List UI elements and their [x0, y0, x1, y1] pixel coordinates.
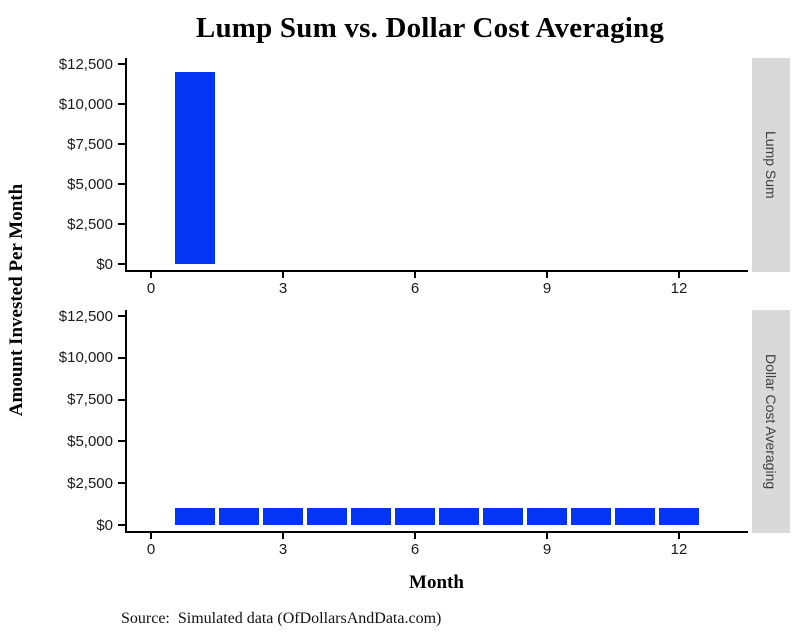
x-tick: [546, 272, 548, 278]
x-tick: [150, 272, 152, 278]
x-tick-label: 3: [278, 541, 288, 558]
y-tick: [118, 356, 125, 359]
y-tick: [118, 524, 125, 526]
x-tick-label: 6: [410, 541, 420, 558]
y-tick-label: $5,000: [67, 432, 113, 450]
y-tick: [118, 440, 125, 443]
facet-strip: Lump Sum: [752, 58, 790, 272]
y-tick: [118, 315, 125, 317]
bar: [175, 508, 215, 525]
y-axis-line: [125, 58, 127, 272]
x-tick-label: 0: [146, 280, 156, 297]
y-tick-label: $2,500: [67, 215, 113, 233]
bar: [527, 508, 567, 525]
y-tick-label: $7,500: [67, 135, 113, 153]
bar: [263, 508, 303, 525]
y-tick: [118, 263, 125, 265]
x-tick: [546, 533, 548, 539]
y-tick-label: $12,500: [58, 55, 113, 73]
bar: [351, 508, 391, 525]
y-tick: [118, 63, 125, 65]
y-tick-label: $7,500: [67, 391, 113, 409]
y-tick-label: $0: [96, 516, 113, 534]
y-tick: [118, 143, 125, 145]
facet-strip-label: Lump Sum: [763, 131, 779, 199]
x-tick: [414, 533, 416, 539]
bar: [659, 508, 699, 525]
x-tick: [282, 533, 284, 539]
x-tick-label: 9: [542, 280, 552, 297]
y-tick-label: $12,500: [58, 307, 113, 325]
x-tick: [414, 272, 416, 278]
y-tick-label: $10,000: [58, 349, 113, 367]
y-tick-label: $2,500: [67, 474, 113, 492]
bar: [219, 508, 259, 525]
x-tick-label: 12: [670, 280, 688, 297]
y-tick-label: $10,000: [58, 95, 113, 113]
x-tick-label: 3: [278, 280, 288, 297]
bar: [307, 508, 347, 525]
y-axis-line: [125, 310, 127, 533]
y-tick: [118, 398, 125, 401]
panel: [125, 310, 748, 533]
x-axis-line: [125, 531, 748, 533]
y-tick-label: $0: [96, 255, 113, 273]
x-tick-label: 6: [410, 280, 420, 297]
facet-strip-label: Dollar Cost Averaging: [763, 353, 779, 490]
facet-strip: Dollar Cost Averaging: [752, 310, 790, 533]
source-caption: Source: Simulated data (OfDollarsAndData…: [121, 610, 442, 627]
chart-title: Lump Sum vs. Dollar Cost Averaging: [195, 12, 665, 44]
x-tick: [150, 533, 152, 539]
x-tick-label: 0: [146, 541, 156, 558]
y-tick-label: $5,000: [67, 175, 113, 193]
y-tick: [118, 482, 125, 485]
y-tick: [118, 223, 125, 225]
x-tick: [678, 272, 680, 278]
y-tick: [118, 103, 125, 105]
x-tick: [678, 533, 680, 539]
bar: [395, 508, 435, 525]
bar: [571, 508, 611, 525]
x-axis-line: [125, 270, 748, 272]
x-tick-label: 9: [542, 541, 552, 558]
y-axis-title: Amount Invested Per Month: [6, 183, 27, 417]
x-tick-label: 12: [670, 541, 688, 558]
bar: [439, 508, 479, 525]
y-tick: [118, 183, 125, 185]
bar: [483, 508, 523, 525]
x-tick: [282, 272, 284, 278]
panel: [125, 58, 748, 272]
x-axis-title: Month: [409, 572, 464, 593]
bar: [615, 508, 655, 525]
bar: [175, 72, 215, 264]
